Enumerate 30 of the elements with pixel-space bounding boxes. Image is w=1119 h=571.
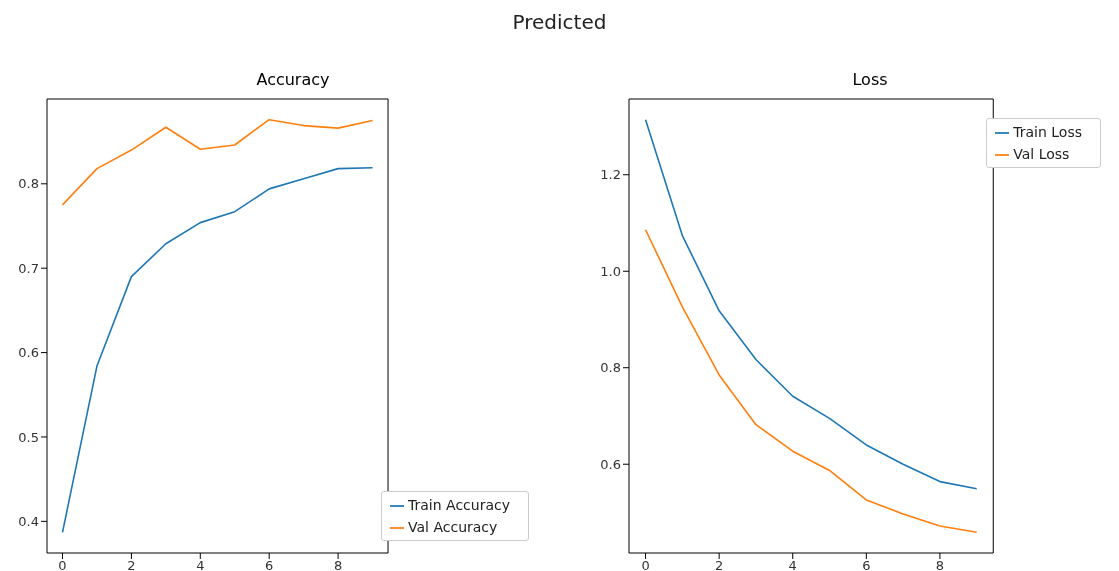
x-tick-label: 0 bbox=[641, 558, 650, 571]
y-tick-label: 0.5 bbox=[18, 429, 39, 445]
x-tick-label: 6 bbox=[862, 558, 871, 571]
line-series bbox=[61, 118, 374, 206]
chart-title: Accuracy bbox=[255, 70, 331, 91]
y-tick-label: 0.8 bbox=[18, 176, 39, 192]
x-tick-label: 0 bbox=[58, 558, 67, 571]
x-tick-label: 8 bbox=[935, 558, 945, 571]
legend-label: Train Accuracy bbox=[408, 497, 510, 513]
x-tick-label: 4 bbox=[196, 558, 205, 571]
line-series bbox=[644, 228, 978, 534]
line-series bbox=[61, 166, 374, 534]
x-tick-label: 2 bbox=[715, 558, 724, 571]
legend-label: Val Accuracy bbox=[408, 519, 498, 535]
y-tick-label: 0.7 bbox=[18, 260, 39, 276]
y-tick-label: 0.4 bbox=[18, 513, 39, 529]
x-tick-label: 2 bbox=[127, 558, 136, 571]
y-tick-label: 0.6 bbox=[18, 345, 39, 361]
y-tick-label: 0.6 bbox=[600, 456, 621, 472]
chart-title: Loss bbox=[851, 70, 889, 91]
y-tick-label: 1.0 bbox=[600, 263, 621, 279]
y-tick-label: 1.2 bbox=[600, 167, 621, 183]
line-series bbox=[644, 118, 978, 490]
x-tick-label: 6 bbox=[265, 558, 274, 571]
y-tick-label: 0.8 bbox=[600, 360, 621, 376]
x-tick-label: 8 bbox=[333, 558, 343, 571]
x-tick-label: 4 bbox=[788, 558, 797, 571]
legend-label: Train Loss bbox=[1013, 124, 1082, 140]
legend-label: Val Loss bbox=[1013, 146, 1070, 162]
text: Predicted bbox=[511, 10, 608, 34]
